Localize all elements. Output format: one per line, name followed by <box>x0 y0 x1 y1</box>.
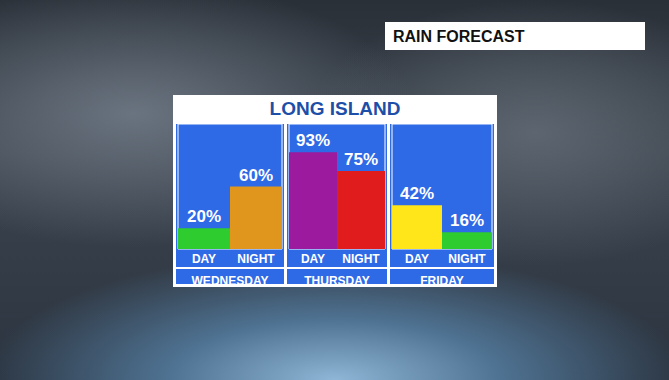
svg-text:FRIDAY: FRIDAY <box>420 274 464 288</box>
svg-text:20%: 20% <box>187 207 221 226</box>
svg-text:WEDNESDAY: WEDNESDAY <box>192 274 269 288</box>
svg-text:60%: 60% <box>239 166 273 185</box>
svg-text:DAY: DAY <box>301 252 325 266</box>
svg-text:NIGHT: NIGHT <box>448 252 486 266</box>
svg-text:THURSDAY: THURSDAY <box>304 274 370 288</box>
svg-text:42%: 42% <box>400 184 434 203</box>
svg-text:93%: 93% <box>296 131 330 150</box>
svg-text:75%: 75% <box>344 150 378 169</box>
svg-text:RAIN FORECAST: RAIN FORECAST <box>393 28 525 45</box>
svg-text:16%: 16% <box>450 211 484 230</box>
svg-text:NIGHT: NIGHT <box>237 252 275 266</box>
svg-text:DAY: DAY <box>405 252 429 266</box>
svg-text:DAY: DAY <box>192 252 216 266</box>
svg-text:LONG ISLAND: LONG ISLAND <box>270 98 401 119</box>
svg-text:NIGHT: NIGHT <box>342 252 380 266</box>
